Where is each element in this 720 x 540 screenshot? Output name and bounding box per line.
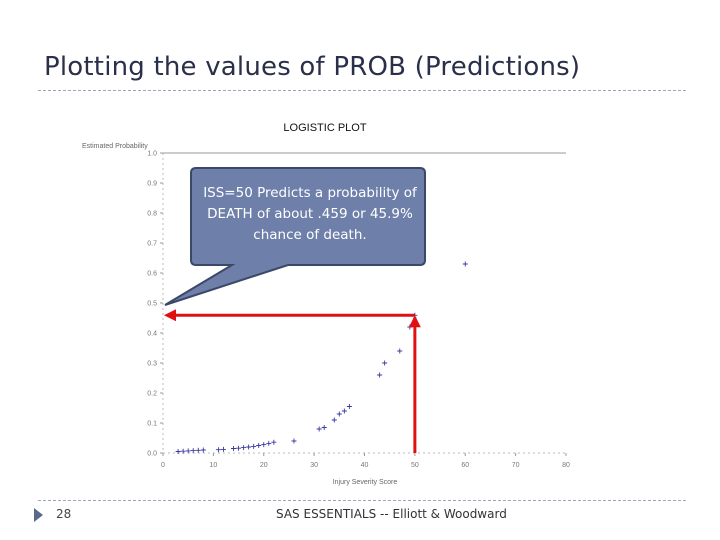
x-tick-label: 70 <box>512 462 520 469</box>
data-point <box>397 348 403 354</box>
data-point <box>175 449 181 454</box>
footer-divider <box>38 500 686 501</box>
data-point <box>241 445 247 451</box>
data-point <box>231 446 237 451</box>
footer-credit: SAS ESSENTIALS -- Elliott & Woodward <box>276 507 507 521</box>
title-divider <box>38 90 686 91</box>
slide-title: Plotting the values of PROB (Predictions… <box>44 52 581 82</box>
data-point <box>271 439 277 445</box>
highlight-up-arrowhead <box>408 315 421 328</box>
data-point <box>321 425 327 430</box>
data-point <box>266 440 272 446</box>
footer-arrow-icon <box>34 508 43 522</box>
x-tick-label: 40 <box>361 462 369 469</box>
y-tick-label: 0.5 <box>147 301 157 308</box>
callout-balloon <box>164 167 426 306</box>
data-point <box>341 408 347 414</box>
data-point <box>316 426 322 432</box>
page-number: 28 <box>56 507 72 521</box>
data-point <box>291 438 297 444</box>
data-point <box>236 445 242 451</box>
y-tick-label: 0.1 <box>147 421 157 428</box>
data-point <box>256 443 262 448</box>
y-tick-label: 0.8 <box>147 211 157 218</box>
callout-text: ISS=50 Predicts a probability of DEATH o… <box>203 185 417 243</box>
highlight-left-arrowhead <box>164 309 176 322</box>
data-point <box>246 444 252 450</box>
y-tick-label: 0.9 <box>147 181 157 188</box>
x-tick-label: 50 <box>411 462 419 469</box>
data-point <box>382 360 388 366</box>
x-tick-label: 60 <box>461 462 469 469</box>
y-tick-label: 1.0 <box>147 151 157 158</box>
y-tick-label: 0.2 <box>147 391 157 398</box>
data-point <box>215 447 221 453</box>
data-point <box>377 372 383 378</box>
data-point <box>200 447 206 453</box>
data-point <box>346 404 352 409</box>
data-point <box>336 411 342 417</box>
data-point <box>185 448 191 454</box>
y-tick-label: 0.0 <box>147 451 157 458</box>
x-tick-label: 30 <box>310 462 318 469</box>
data-point <box>261 442 267 448</box>
data-point <box>180 448 186 454</box>
data-point <box>462 261 468 267</box>
data-point <box>190 448 196 454</box>
x-tick-label: 80 <box>562 462 570 469</box>
data-point <box>220 446 226 452</box>
x-tick-label: 20 <box>260 462 268 469</box>
data-point <box>195 447 201 453</box>
x-tick-label: 10 <box>209 462 217 469</box>
y-axis-label: Estimated Probability <box>82 143 148 150</box>
x-tick-label: 0 <box>161 462 165 469</box>
y-tick-label: 0.4 <box>147 331 157 338</box>
chart-title: LOGISTIC PLOT <box>283 122 366 134</box>
x-axis-label: Injury Severity Score <box>333 479 398 486</box>
logistic-plot-chart: LOGISTIC PLOT Estimated Probability Injury… <box>82 122 570 486</box>
y-tick-label: 0.7 <box>147 241 157 248</box>
data-point <box>251 443 257 449</box>
y-tick-label: 0.6 <box>147 271 157 278</box>
y-tick-label: 0.3 <box>147 361 157 368</box>
data-point <box>331 417 337 423</box>
